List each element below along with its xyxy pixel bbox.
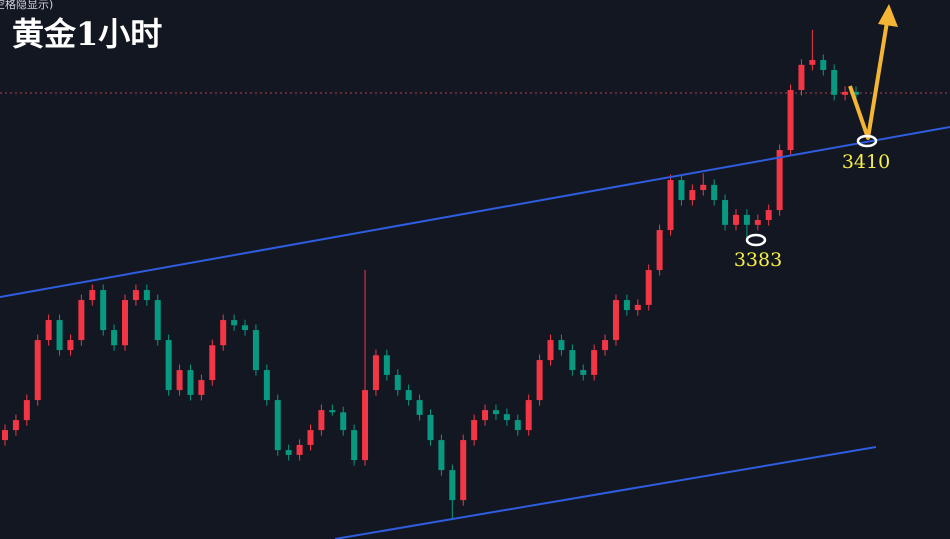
candle-body xyxy=(842,91,849,95)
candle-body xyxy=(569,350,576,371)
candle-body xyxy=(372,355,379,391)
candle-body xyxy=(558,340,565,351)
candle-body xyxy=(394,374,401,391)
candle-body xyxy=(754,220,761,225)
candle-body xyxy=(242,325,249,331)
candle-body xyxy=(45,320,52,341)
candle-body xyxy=(252,330,259,371)
candle-body xyxy=(514,420,521,431)
candle-body xyxy=(383,355,390,375)
candle-body xyxy=(165,340,172,391)
candle-body xyxy=(187,370,194,395)
candle-body xyxy=(602,340,609,351)
annotation: 3410 xyxy=(842,151,890,173)
candle-body xyxy=(67,340,74,351)
candle-body xyxy=(689,190,696,201)
candle-body xyxy=(78,300,85,341)
candle-body xyxy=(809,60,816,65)
candle-body xyxy=(111,330,118,346)
candle-body xyxy=(743,214,750,225)
candle-body xyxy=(318,410,325,431)
note: 空格隐显示) xyxy=(0,0,53,11)
candle-body xyxy=(198,380,205,395)
arrow-head xyxy=(878,4,898,27)
title: 黄金1小时 xyxy=(12,15,162,53)
candle-body xyxy=(416,400,423,415)
candle-body xyxy=(351,430,358,461)
candle-body xyxy=(449,470,456,501)
candle-body xyxy=(492,410,499,415)
candle-body xyxy=(700,184,707,191)
candle-body xyxy=(831,70,838,95)
candle-body xyxy=(220,320,227,346)
candle-body xyxy=(525,400,532,431)
candle-body xyxy=(623,300,630,311)
candle-body xyxy=(820,60,827,71)
candle-body xyxy=(307,430,314,445)
candle-body xyxy=(143,290,150,301)
candle-body xyxy=(132,290,139,301)
candle-body xyxy=(711,184,718,201)
candle-body xyxy=(56,320,63,351)
candle-body xyxy=(776,150,783,211)
candle-body xyxy=(634,304,641,311)
candle-body xyxy=(612,300,619,341)
candle-body xyxy=(12,420,19,431)
candle-body xyxy=(438,440,445,471)
candle-body xyxy=(89,290,96,301)
low-marker xyxy=(856,134,878,148)
candle-body xyxy=(405,390,412,401)
candles xyxy=(2,30,859,521)
candle-body xyxy=(591,350,598,375)
candle-body xyxy=(427,414,434,441)
candle-body xyxy=(154,300,161,341)
candle-body xyxy=(122,300,129,346)
candle-body xyxy=(722,200,729,225)
candle-body xyxy=(732,214,739,225)
candle-body xyxy=(853,91,859,95)
candle-body xyxy=(209,345,216,381)
candle-body xyxy=(482,410,489,421)
candle-body xyxy=(285,450,292,455)
candle-body xyxy=(503,414,510,421)
candle-body xyxy=(536,360,543,401)
candle-body xyxy=(798,64,805,91)
candle-body xyxy=(645,270,652,305)
candle-body xyxy=(340,412,347,431)
candle-body xyxy=(547,340,554,361)
upper-channel-line xyxy=(0,126,950,298)
candle-body xyxy=(329,410,336,413)
candle-body xyxy=(765,210,772,221)
candle-body xyxy=(580,370,587,375)
annotation: 3383 xyxy=(734,249,782,271)
candle-body xyxy=(176,370,183,391)
candle-body xyxy=(100,290,107,331)
low-marker xyxy=(745,233,767,247)
candle-body xyxy=(471,420,478,441)
candle-body xyxy=(678,180,685,201)
candle-body xyxy=(362,390,369,461)
candle-body xyxy=(460,440,467,501)
candle-body xyxy=(34,340,41,401)
forecast-arrow xyxy=(848,21,889,140)
candle-body xyxy=(296,444,303,455)
candle-body xyxy=(787,90,794,151)
candle-body xyxy=(23,400,30,421)
lower-channel-line xyxy=(334,446,877,539)
candle-body xyxy=(263,370,270,401)
candle-body xyxy=(274,400,281,451)
candle-body xyxy=(667,180,674,231)
candle-body xyxy=(231,320,238,326)
candle-body xyxy=(2,430,8,441)
candle-body xyxy=(656,230,663,271)
